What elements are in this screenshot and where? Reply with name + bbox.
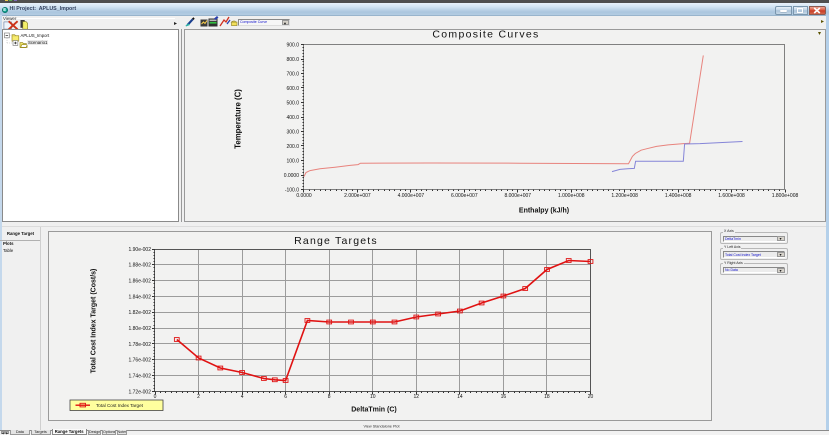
svg-text:2: 2: [197, 394, 200, 400]
svg-text:18: 18: [544, 394, 550, 400]
svg-text:4: 4: [241, 394, 244, 400]
svg-text:600.0: 600.0: [286, 86, 299, 92]
svg-text:1.90e-002: 1.90e-002: [128, 247, 151, 253]
svg-text:1.82e-002: 1.82e-002: [128, 310, 151, 316]
svg-text:10: 10: [370, 394, 376, 400]
svg-text:1.400e+008: 1.400e+008: [665, 193, 692, 199]
svg-text:View Standalone Plot: View Standalone Plot: [363, 424, 400, 428]
svg-text:20: 20: [588, 394, 594, 400]
svg-text:1.86e-002: 1.86e-002: [128, 278, 151, 284]
svg-text:1.76e-002: 1.76e-002: [128, 358, 151, 364]
svg-text:1.78e-002: 1.78e-002: [128, 342, 151, 348]
svg-text:16: 16: [501, 394, 507, 400]
svg-text:1.000e+008: 1.000e+008: [558, 193, 585, 199]
svg-text:4.000e+007: 4.000e+007: [398, 193, 425, 199]
svg-text:12: 12: [414, 394, 420, 400]
svg-text:Total Cost Index Target: Total Cost Index Target: [96, 403, 144, 408]
svg-text:-100.0: -100.0: [285, 187, 299, 193]
svg-text:1.600e+008: 1.600e+008: [718, 193, 745, 199]
svg-text:1.800e+008: 1.800e+008: [772, 193, 799, 199]
svg-text:400.0: 400.0: [286, 115, 299, 121]
svg-text:Enthalpy (kJ/h): Enthalpy (kJ/h): [519, 207, 569, 214]
svg-text:1.200e+008: 1.200e+008: [611, 193, 638, 199]
svg-text:8.000e+007: 8.000e+007: [504, 193, 531, 199]
svg-text:14: 14: [457, 394, 463, 400]
svg-text:800.0: 800.0: [286, 57, 299, 63]
svg-text:1.72e-002: 1.72e-002: [128, 389, 151, 395]
svg-text:1.74e-002: 1.74e-002: [128, 373, 151, 379]
svg-text:1.88e-002: 1.88e-002: [128, 263, 151, 269]
svg-text:100.0: 100.0: [286, 158, 299, 164]
svg-text:1.80e-002: 1.80e-002: [128, 326, 151, 332]
svg-text:200.0: 200.0: [286, 144, 299, 150]
svg-text:6.000e+007: 6.000e+007: [451, 193, 478, 199]
svg-text:DeltaTmin (C): DeltaTmin (C): [351, 407, 397, 414]
svg-text:6: 6: [284, 394, 287, 400]
svg-text:2.000e+007: 2.000e+007: [344, 193, 371, 199]
svg-text:900.0: 900.0: [286, 42, 299, 48]
svg-text:300.0: 300.0: [286, 129, 299, 135]
svg-text:Temperature (C): Temperature (C): [234, 89, 243, 149]
svg-text:8: 8: [328, 394, 331, 400]
svg-text:Total Cost Index Target (Cost/: Total Cost Index Target (Cost/s): [91, 269, 98, 374]
svg-text:0.0000: 0.0000: [284, 173, 300, 179]
svg-text:1.84e-002: 1.84e-002: [128, 294, 151, 300]
svg-text:0: 0: [154, 394, 157, 400]
svg-text:700.0: 700.0: [286, 71, 299, 77]
svg-text:0.0000: 0.0000: [296, 193, 312, 199]
svg-text:500.0: 500.0: [286, 100, 299, 106]
svg-text:Range Targets: Range Targets: [294, 235, 378, 247]
svg-text:Composite Curves: Composite Curves: [432, 29, 539, 41]
